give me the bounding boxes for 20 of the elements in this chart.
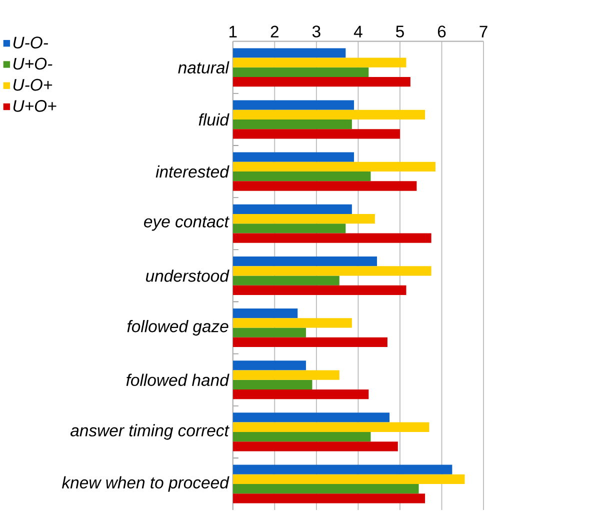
y-tick-label: followed hand xyxy=(126,374,230,386)
y-tick-label: natural xyxy=(178,61,230,74)
x-tick-label: 4 xyxy=(354,26,362,38)
legend-label: U-O- xyxy=(13,36,48,49)
y-tick-label: interested xyxy=(156,166,230,178)
x-tick-label: 7 xyxy=(480,26,488,38)
y-tick-label: knew when to proceed xyxy=(62,476,230,492)
y-tick-label: understood xyxy=(146,270,230,282)
y-tick-label: followed gaze xyxy=(127,320,228,336)
x-tick-label: 5 xyxy=(396,26,404,38)
y-tick-label: answer timing correct xyxy=(70,424,230,440)
x-tick-label: 3 xyxy=(312,26,320,38)
legend-label: U+O- xyxy=(13,58,52,70)
x-tick-label: 1 xyxy=(230,26,237,38)
legend-label: U-O+ xyxy=(13,79,52,91)
x-tick-label: 2 xyxy=(270,26,278,38)
legend-label: U+O+ xyxy=(13,100,56,112)
y-tick-label: fluid xyxy=(198,114,230,126)
y-tick-label: eye contact xyxy=(144,216,230,231)
x-tick-label: 6 xyxy=(438,26,446,38)
